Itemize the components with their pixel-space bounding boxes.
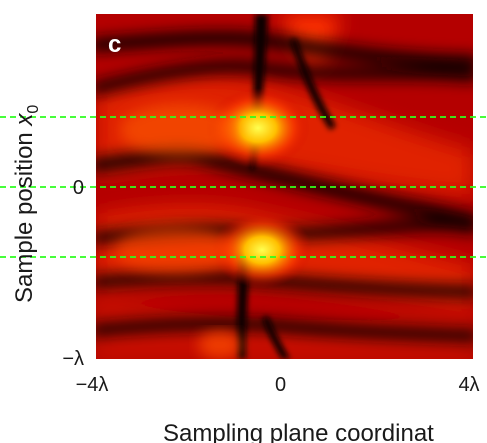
y-axis-label-var: x — [11, 113, 38, 127]
x-axis-label: Sampling plane coordinat — [163, 420, 434, 443]
reference-lines — [0, 116, 487, 258]
glow-bottom — [198, 331, 242, 359]
hot-spot-upper — [206, 88, 310, 168]
y-tick-label-0: 0 — [73, 177, 84, 199]
panel-label: c — [108, 31, 121, 58]
y-axis-label-sub: 0 — [25, 105, 42, 114]
x-tick-label-1: 0 — [275, 374, 286, 396]
y-axis-label-text: Sample position — [11, 126, 38, 303]
dark-band-3 — [96, 148, 473, 227]
y-tick-label-1: −λ — [62, 348, 84, 370]
dark-diagonal-upper — [290, 38, 336, 130]
y-axis-ticks: 0 −λ — [62, 177, 84, 370]
heatmap-image — [96, 14, 473, 359]
x-axis-ticks: −4λ 0 4λ — [76, 374, 480, 396]
glow-upper-left — [120, 104, 240, 156]
x-tick-label-0: −4λ — [76, 374, 109, 396]
x-tick-label-2: 4λ — [458, 374, 479, 396]
y-axis-label: Sample position x0 — [11, 105, 42, 303]
dark-diagonal-lower — [262, 316, 290, 359]
dark-band-6 — [96, 317, 473, 342]
hot-spot-lower — [212, 212, 312, 288]
glow-lower-left — [115, 226, 235, 274]
